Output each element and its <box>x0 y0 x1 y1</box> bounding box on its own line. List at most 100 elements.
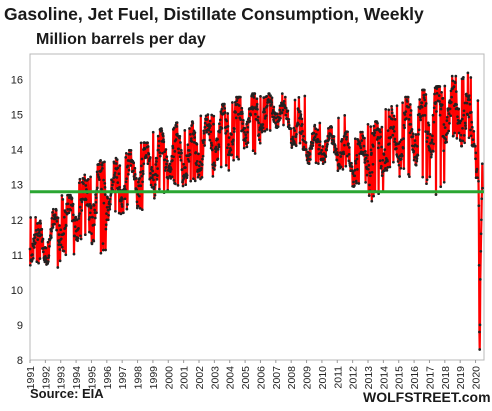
data-point-marker <box>160 129 164 133</box>
data-point-marker <box>416 153 420 157</box>
data-point-marker <box>272 105 276 109</box>
data-point-marker <box>420 101 424 105</box>
data-point-marker <box>211 163 214 166</box>
data-point-marker <box>197 164 201 168</box>
data-point-marker <box>412 149 416 153</box>
data-point-marker <box>57 233 61 236</box>
data-point-marker <box>108 197 112 201</box>
x-tick-label: 1993 <box>56 366 68 390</box>
data-point-marker <box>225 119 229 123</box>
data-point-marker <box>210 148 214 152</box>
x-tick-label: 2019 <box>455 366 467 390</box>
data-point-marker <box>193 179 197 183</box>
data-point-marker <box>446 131 449 135</box>
data-point-marker <box>438 100 441 103</box>
data-point-marker <box>268 129 272 132</box>
data-point-marker <box>90 232 93 235</box>
data-point-marker <box>457 107 461 111</box>
data-point-marker <box>197 152 200 156</box>
data-point-marker <box>369 148 373 152</box>
data-point-marker <box>393 137 397 141</box>
data-point-marker <box>415 159 419 163</box>
data-point-marker <box>322 157 326 161</box>
data-point-marker <box>110 178 113 182</box>
data-point-marker <box>452 85 456 88</box>
data-point-marker <box>116 181 120 184</box>
data-point-marker <box>427 123 431 127</box>
data-point-marker <box>227 143 230 146</box>
data-point-marker <box>66 202 70 206</box>
data-point-marker <box>135 200 139 204</box>
data-point-marker <box>463 121 467 125</box>
data-point-marker <box>345 154 349 158</box>
data-point-marker <box>120 205 124 208</box>
data-point-marker <box>113 173 116 177</box>
data-point-marker <box>307 162 311 166</box>
data-point-marker <box>169 168 173 171</box>
data-point-marker <box>151 169 154 173</box>
data-point-marker <box>350 161 353 165</box>
data-point-marker <box>56 216 60 220</box>
data-point-marker <box>343 143 346 147</box>
data-point-marker <box>287 123 291 127</box>
data-point-marker <box>180 168 184 171</box>
data-point-marker <box>347 152 351 156</box>
data-point-marker <box>407 173 410 176</box>
data-point-marker <box>359 146 363 150</box>
data-point-marker <box>388 115 391 119</box>
data-point-marker <box>366 159 370 163</box>
y-tick-label: 14 <box>11 145 23 157</box>
data-point-marker <box>392 129 396 133</box>
data-point-marker <box>32 246 36 249</box>
data-point-marker <box>262 107 266 111</box>
data-point-marker <box>31 257 35 260</box>
data-point-marker <box>97 176 101 179</box>
data-point-marker <box>363 161 367 164</box>
data-point-marker <box>48 245 51 248</box>
data-point-marker <box>342 152 346 156</box>
data-point-marker <box>138 207 142 210</box>
data-point-marker <box>186 157 190 161</box>
data-point-marker <box>366 167 370 171</box>
y-tick-label: 11 <box>12 250 23 262</box>
data-point-marker <box>112 161 116 165</box>
data-point-marker <box>220 107 224 111</box>
data-point-marker <box>263 117 267 120</box>
data-point-marker <box>448 121 451 125</box>
x-tick-label: 1994 <box>71 366 83 390</box>
data-point-marker <box>146 162 150 166</box>
data-point-marker <box>168 175 172 178</box>
data-point-marker <box>69 208 73 212</box>
data-point-marker <box>445 115 449 119</box>
data-point-marker <box>208 138 212 142</box>
data-point-marker <box>274 116 278 120</box>
data-point-marker <box>90 242 94 246</box>
data-point-marker <box>378 128 382 131</box>
data-point-marker <box>72 252 76 256</box>
data-point-marker <box>339 165 343 169</box>
data-point-marker <box>180 151 183 155</box>
data-point-marker <box>183 129 187 132</box>
data-point-marker <box>257 121 261 125</box>
data-point-marker <box>239 118 243 121</box>
data-point-marker <box>321 162 325 166</box>
data-point-marker <box>364 156 368 160</box>
data-point-marker <box>318 121 322 125</box>
data-point-marker <box>231 138 235 142</box>
data-point-marker <box>126 203 129 206</box>
data-point-marker <box>121 197 124 201</box>
data-point-marker <box>51 211 54 214</box>
data-point-marker <box>165 155 169 159</box>
data-point-marker <box>386 166 390 169</box>
data-point-marker <box>339 155 343 158</box>
data-point-marker <box>161 132 165 135</box>
data-point-marker <box>300 117 304 121</box>
data-point-marker <box>413 143 417 147</box>
data-point-marker <box>91 215 94 219</box>
data-point-marker <box>354 159 357 163</box>
data-point-marker <box>256 115 260 119</box>
data-point-marker <box>470 110 473 114</box>
data-point-marker <box>351 172 355 175</box>
data-point-marker <box>83 178 87 182</box>
data-point-marker <box>210 141 213 145</box>
